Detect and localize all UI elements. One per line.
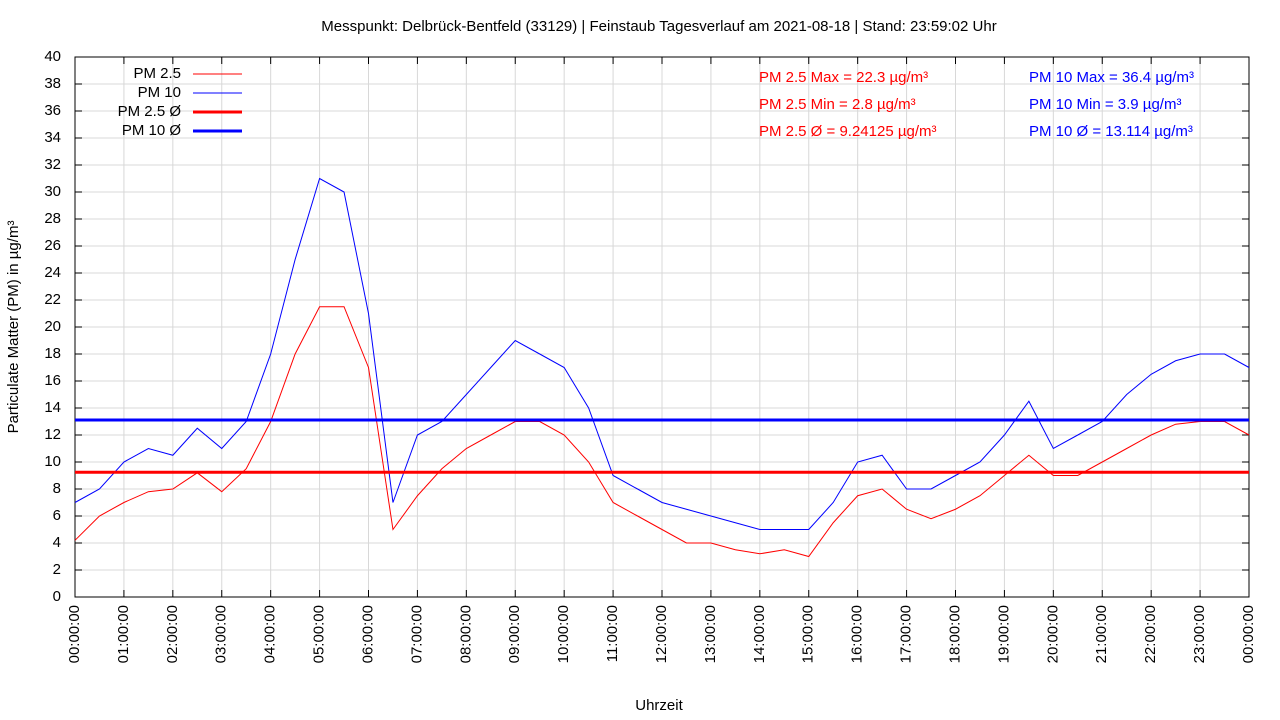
x-tick-label: 15:00:00 (800, 605, 817, 663)
y-tick-label: 38 (44, 75, 61, 92)
x-tick-label: 14:00:00 (751, 605, 768, 663)
y-tick-label: 26 (44, 237, 61, 254)
x-tick-label: 04:00:00 (262, 605, 279, 663)
x-tick-label: 09:00:00 (506, 605, 523, 663)
y-tick-label: 6 (53, 507, 61, 524)
legend-label: PM 10 (138, 84, 181, 101)
y-tick-label: 0 (53, 588, 61, 605)
x-tick-label: 13:00:00 (702, 605, 719, 663)
x-tick-label: 17:00:00 (898, 605, 915, 663)
y-tick-label: 8 (53, 480, 61, 497)
y-axis-label: Particulate Matter (PM) in µg/m³ (5, 221, 22, 434)
legend-label: PM 10 Ø (122, 122, 182, 139)
x-tick-label: 21:00:00 (1093, 605, 1110, 663)
y-tick-label: 18 (44, 345, 61, 362)
x-tick-label: 18:00:00 (946, 605, 963, 663)
annotation: PM 2.5 Min = 2.8 µg/m³ (759, 96, 916, 113)
x-tick-label: 00:00:00 (1240, 605, 1257, 663)
x-tick-label: 19:00:00 (995, 605, 1012, 663)
x-tick-label: 02:00:00 (164, 605, 181, 663)
y-tick-label: 34 (44, 129, 61, 146)
x-axis-label: Uhrzeit (635, 697, 683, 714)
y-tick-label: 10 (44, 453, 61, 470)
x-tick-label: 07:00:00 (408, 605, 425, 663)
x-tick-label: 01:00:00 (115, 605, 132, 663)
x-tick-label: 22:00:00 (1142, 605, 1159, 663)
y-tick-label: 16 (44, 372, 61, 389)
x-tick-label: 00:00:00 (66, 605, 83, 663)
x-tick-label: 16:00:00 (849, 605, 866, 663)
y-tick-label: 14 (44, 399, 61, 416)
data-line (74, 177, 1250, 530)
y-tick-label: 36 (44, 102, 61, 119)
y-tick-label: 2 (53, 561, 61, 578)
x-tick-label: 11:00:00 (604, 605, 621, 662)
x-tick-label: 20:00:00 (1044, 605, 1061, 663)
annotation: PM 10 Ø = 13.114 µg/m³ (1029, 123, 1193, 140)
y-tick-label: 12 (44, 426, 61, 443)
annotation: PM 2.5 Ø = 9.24125 µg/m³ (759, 123, 936, 140)
y-tick-label: 24 (44, 264, 61, 281)
y-tick-label: 22 (44, 291, 61, 308)
x-tick-label: 03:00:00 (213, 605, 230, 663)
x-tick-label: 12:00:00 (653, 605, 670, 663)
annotation: PM 10 Min = 3.9 µg/m³ (1029, 96, 1181, 113)
y-tick-label: 32 (44, 156, 61, 173)
chart-title: Messpunkt: Delbrück-Bentfeld (33129) | F… (321, 18, 996, 35)
legend-label: PM 2.5 Ø (118, 103, 182, 120)
x-tick-label: 08:00:00 (457, 605, 474, 663)
x-tick-label: 05:00:00 (311, 605, 328, 663)
y-tick-label: 4 (53, 534, 61, 551)
data-line (74, 306, 1250, 558)
y-tick-label: 30 (44, 183, 61, 200)
annotation: PM 10 Max = 36.4 µg/m³ (1029, 69, 1194, 86)
plot-border (74, 56, 1250, 598)
annotation: PM 2.5 Max = 22.3 µg/m³ (759, 69, 928, 86)
legend-label: PM 2.5 (133, 65, 181, 82)
y-tick-label: 28 (44, 210, 61, 227)
y-tick-label: 40 (44, 48, 61, 65)
x-tick-label: 10:00:00 (555, 605, 572, 663)
x-tick-label: 23:00:00 (1191, 605, 1208, 663)
x-tick-label: 06:00:00 (359, 605, 376, 663)
y-tick-label: 20 (44, 318, 61, 335)
